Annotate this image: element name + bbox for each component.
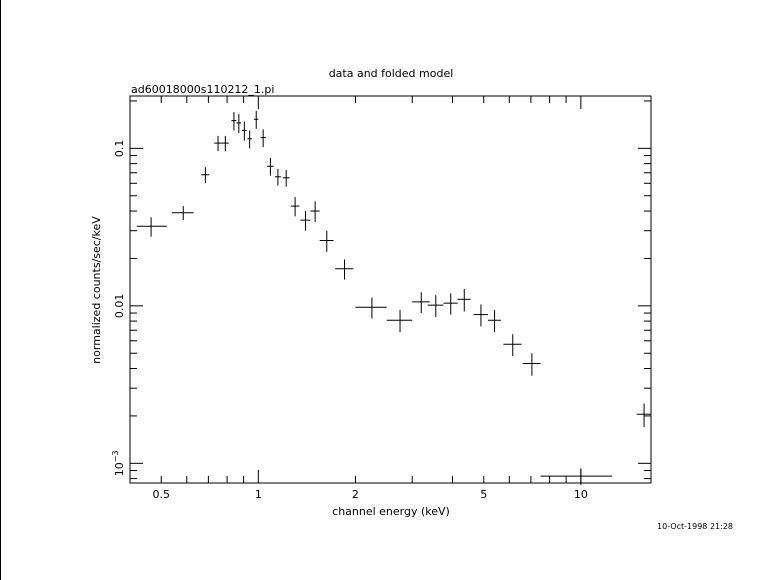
y-axis-tick-labels: 10−3 0.01 0.1: [111, 140, 126, 477]
data-point: [247, 130, 252, 149]
data-point: [487, 310, 501, 333]
x-tick-label: 5: [480, 488, 487, 501]
data-point: [290, 197, 300, 217]
data-point: [260, 129, 266, 147]
data-point: [636, 403, 651, 428]
x-tick-label: 1: [255, 488, 262, 501]
chart-title: data and folded model: [329, 67, 454, 80]
data-point: [473, 304, 488, 327]
data-point: [254, 110, 259, 129]
y-tick-exponent: −3: [111, 450, 120, 462]
data-point: [319, 230, 334, 252]
data-point: [355, 297, 387, 319]
x-tick-label: 0.5: [153, 488, 171, 501]
data-point: [427, 295, 444, 317]
chart-subtitle: ad60018000s110212_1.pi: [131, 83, 274, 96]
y-tick-label: 0.1: [113, 140, 126, 158]
data-point: [540, 468, 613, 485]
y-tick-label: 10−3: [111, 450, 126, 476]
y-axis-ticks: [130, 100, 651, 480]
data-point: [310, 201, 320, 223]
data-point: [221, 135, 229, 152]
data-point: [231, 112, 237, 131]
data-point: [172, 206, 194, 221]
data-point: [282, 169, 290, 187]
x-axis-tick-labels: 0.5 1 2 5 10: [153, 488, 588, 501]
data-point: [503, 334, 522, 357]
window-left-edge: [0, 0, 1, 580]
data-point: [335, 259, 354, 280]
y-tick-label: 0.01: [113, 294, 126, 319]
plot-frame: [129, 95, 652, 484]
data-point: [300, 211, 311, 231]
data-point: [457, 288, 471, 312]
x-axis-ticks: [129, 96, 582, 483]
data-point: [522, 353, 541, 376]
data-point: [214, 135, 222, 152]
x-tick-label: 2: [352, 488, 359, 501]
x-axis-label: channel energy (keV): [332, 505, 450, 518]
data-point: [443, 293, 458, 315]
data-point: [136, 217, 167, 237]
data-point: [242, 121, 247, 141]
data-point: [274, 168, 281, 186]
data-point: [236, 114, 242, 134]
data-point: [412, 292, 430, 314]
data-point: [386, 310, 413, 333]
x-tick-label: 10: [574, 488, 588, 501]
y-axis-label: normalized counts/sec/keV: [90, 216, 103, 364]
data-point: [201, 167, 210, 184]
timestamp: 10-Oct-1998 21:28: [657, 522, 733, 531]
data-points: [136, 110, 651, 485]
data-point: [267, 157, 274, 176]
